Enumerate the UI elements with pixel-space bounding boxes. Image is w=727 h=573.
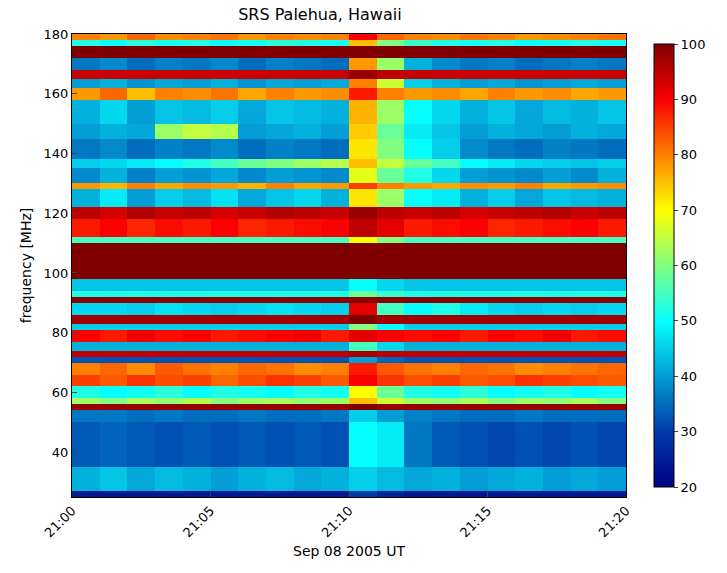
svg-text:80: 80 [681, 147, 698, 162]
svg-text:100: 100 [681, 37, 706, 52]
svg-text:21:15: 21:15 [457, 503, 494, 540]
svg-text:100: 100 [44, 266, 69, 281]
svg-text:80: 80 [52, 325, 69, 340]
svg-text:60: 60 [52, 385, 69, 400]
svg-text:160: 160 [44, 86, 69, 101]
svg-text:Sep 08 2005 UT: Sep 08 2005 UT [293, 543, 405, 559]
svg-text:50: 50 [681, 313, 698, 328]
svg-text:120: 120 [44, 206, 69, 221]
svg-text:SRS Palehua, Hawaii: SRS Palehua, Hawaii [238, 5, 401, 24]
svg-text:20: 20 [681, 480, 698, 495]
svg-text:90: 90 [681, 92, 698, 107]
svg-text:21:00: 21:00 [42, 503, 79, 540]
svg-text:180: 180 [44, 27, 69, 42]
svg-text:40: 40 [681, 369, 698, 384]
svg-text:40: 40 [52, 445, 69, 460]
svg-text:140: 140 [44, 146, 69, 161]
svg-text:frequency [MHz]: frequency [MHz] [18, 208, 34, 324]
svg-text:60: 60 [681, 258, 698, 273]
svg-text:70: 70 [681, 203, 698, 218]
svg-text:21:20: 21:20 [596, 503, 633, 540]
svg-text:21:10: 21:10 [319, 503, 356, 540]
svg-text:21:05: 21:05 [180, 503, 217, 540]
svg-text:30: 30 [681, 424, 698, 439]
